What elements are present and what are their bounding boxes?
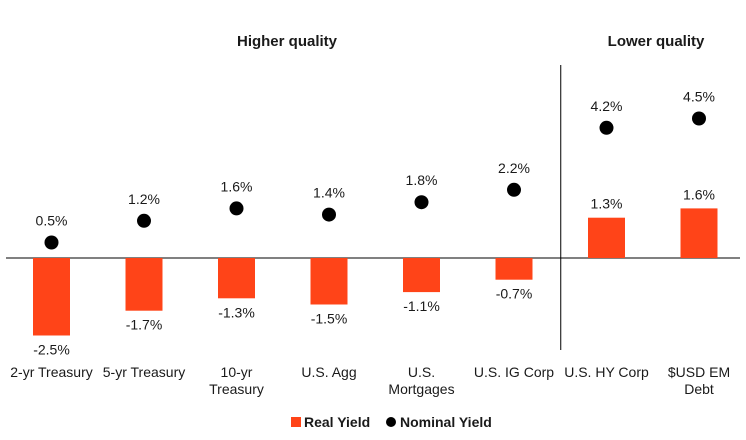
group-title-lower-quality: Lower quality [608, 33, 705, 50]
real-yield-label-3: -1.5% [311, 311, 348, 327]
real-yield-label-1: -1.7% [126, 317, 163, 333]
nominal-yield-dot-6 [599, 120, 614, 135]
nominal-yield-label-0: 0.5% [36, 213, 68, 229]
real-yield-bar-1 [125, 258, 163, 311]
category-label-7-line-1: Debt [684, 381, 714, 397]
real-yield-label-6: 1.3% [591, 196, 623, 212]
real-yield-label-4: -1.1% [403, 298, 440, 314]
category-label-5: U.S. IG Corp [474, 364, 554, 380]
real-yield-bar-5 [495, 258, 533, 280]
real-yield-label-7: 1.6% [683, 186, 715, 202]
real-yield-bar-6 [588, 217, 625, 258]
nominal-yield-label-3: 1.4% [313, 185, 345, 201]
category-label-1: 5-yr Treasury [103, 364, 185, 380]
legend-real-yield-label: Real Yield [304, 414, 370, 430]
nominal-yield-dot-1 [137, 213, 151, 228]
nominal-yield-dot-3 [322, 207, 336, 222]
real-yield-label-0: -2.5% [33, 342, 70, 358]
group-title-higher-quality: Higher quality [237, 33, 338, 50]
nominal-yield-dot-4 [414, 195, 429, 210]
real-yield-label-2: -1.3% [218, 304, 255, 320]
category-label-2-line-0: 10-yr [221, 364, 253, 380]
nominal-yield-dot-0 [44, 235, 59, 250]
nominal-yield-label-5: 2.2% [498, 160, 530, 176]
real-yield-bar-7 [680, 208, 718, 258]
category-label-2-line-1: Treasury [209, 381, 264, 397]
real-yield-bar-3 [310, 258, 348, 305]
real-yield-bar-4 [403, 258, 440, 293]
nominal-yield-label-7: 4.5% [683, 89, 715, 105]
category-label-0: 2-yr Treasury [10, 364, 92, 380]
category-label-4-line-0: U.S. [408, 364, 435, 380]
nominal-yield-dot-2 [229, 201, 244, 216]
legend: Real Yield Nominal Yield [291, 414, 492, 430]
category-label-7-line-0: $USD EM [668, 364, 730, 380]
real-yield-label-5: -0.7% [496, 286, 533, 302]
legend-real-yield-swatch [291, 417, 301, 427]
legend-nominal-yield-label: Nominal Yield [400, 414, 492, 430]
nominal-yield-label-2: 1.6% [221, 178, 253, 194]
nominal-yield-label-6: 4.2% [591, 98, 623, 114]
category-label-6: U.S. HY Corp [564, 364, 649, 380]
nominal-yield-dot-7 [692, 111, 706, 126]
category-label-3: U.S. Agg [301, 364, 356, 380]
real-yield-bar-0 [33, 258, 70, 336]
real-yield-bar-2 [218, 258, 255, 299]
category-label-4-line-1: Mortgages [388, 381, 454, 397]
legend-nominal-yield-swatch [386, 417, 396, 427]
nominal-yield-label-1: 1.2% [128, 191, 160, 207]
nominal-yield-label-4: 1.8% [406, 172, 438, 188]
nominal-yield-dot-5 [507, 182, 521, 197]
